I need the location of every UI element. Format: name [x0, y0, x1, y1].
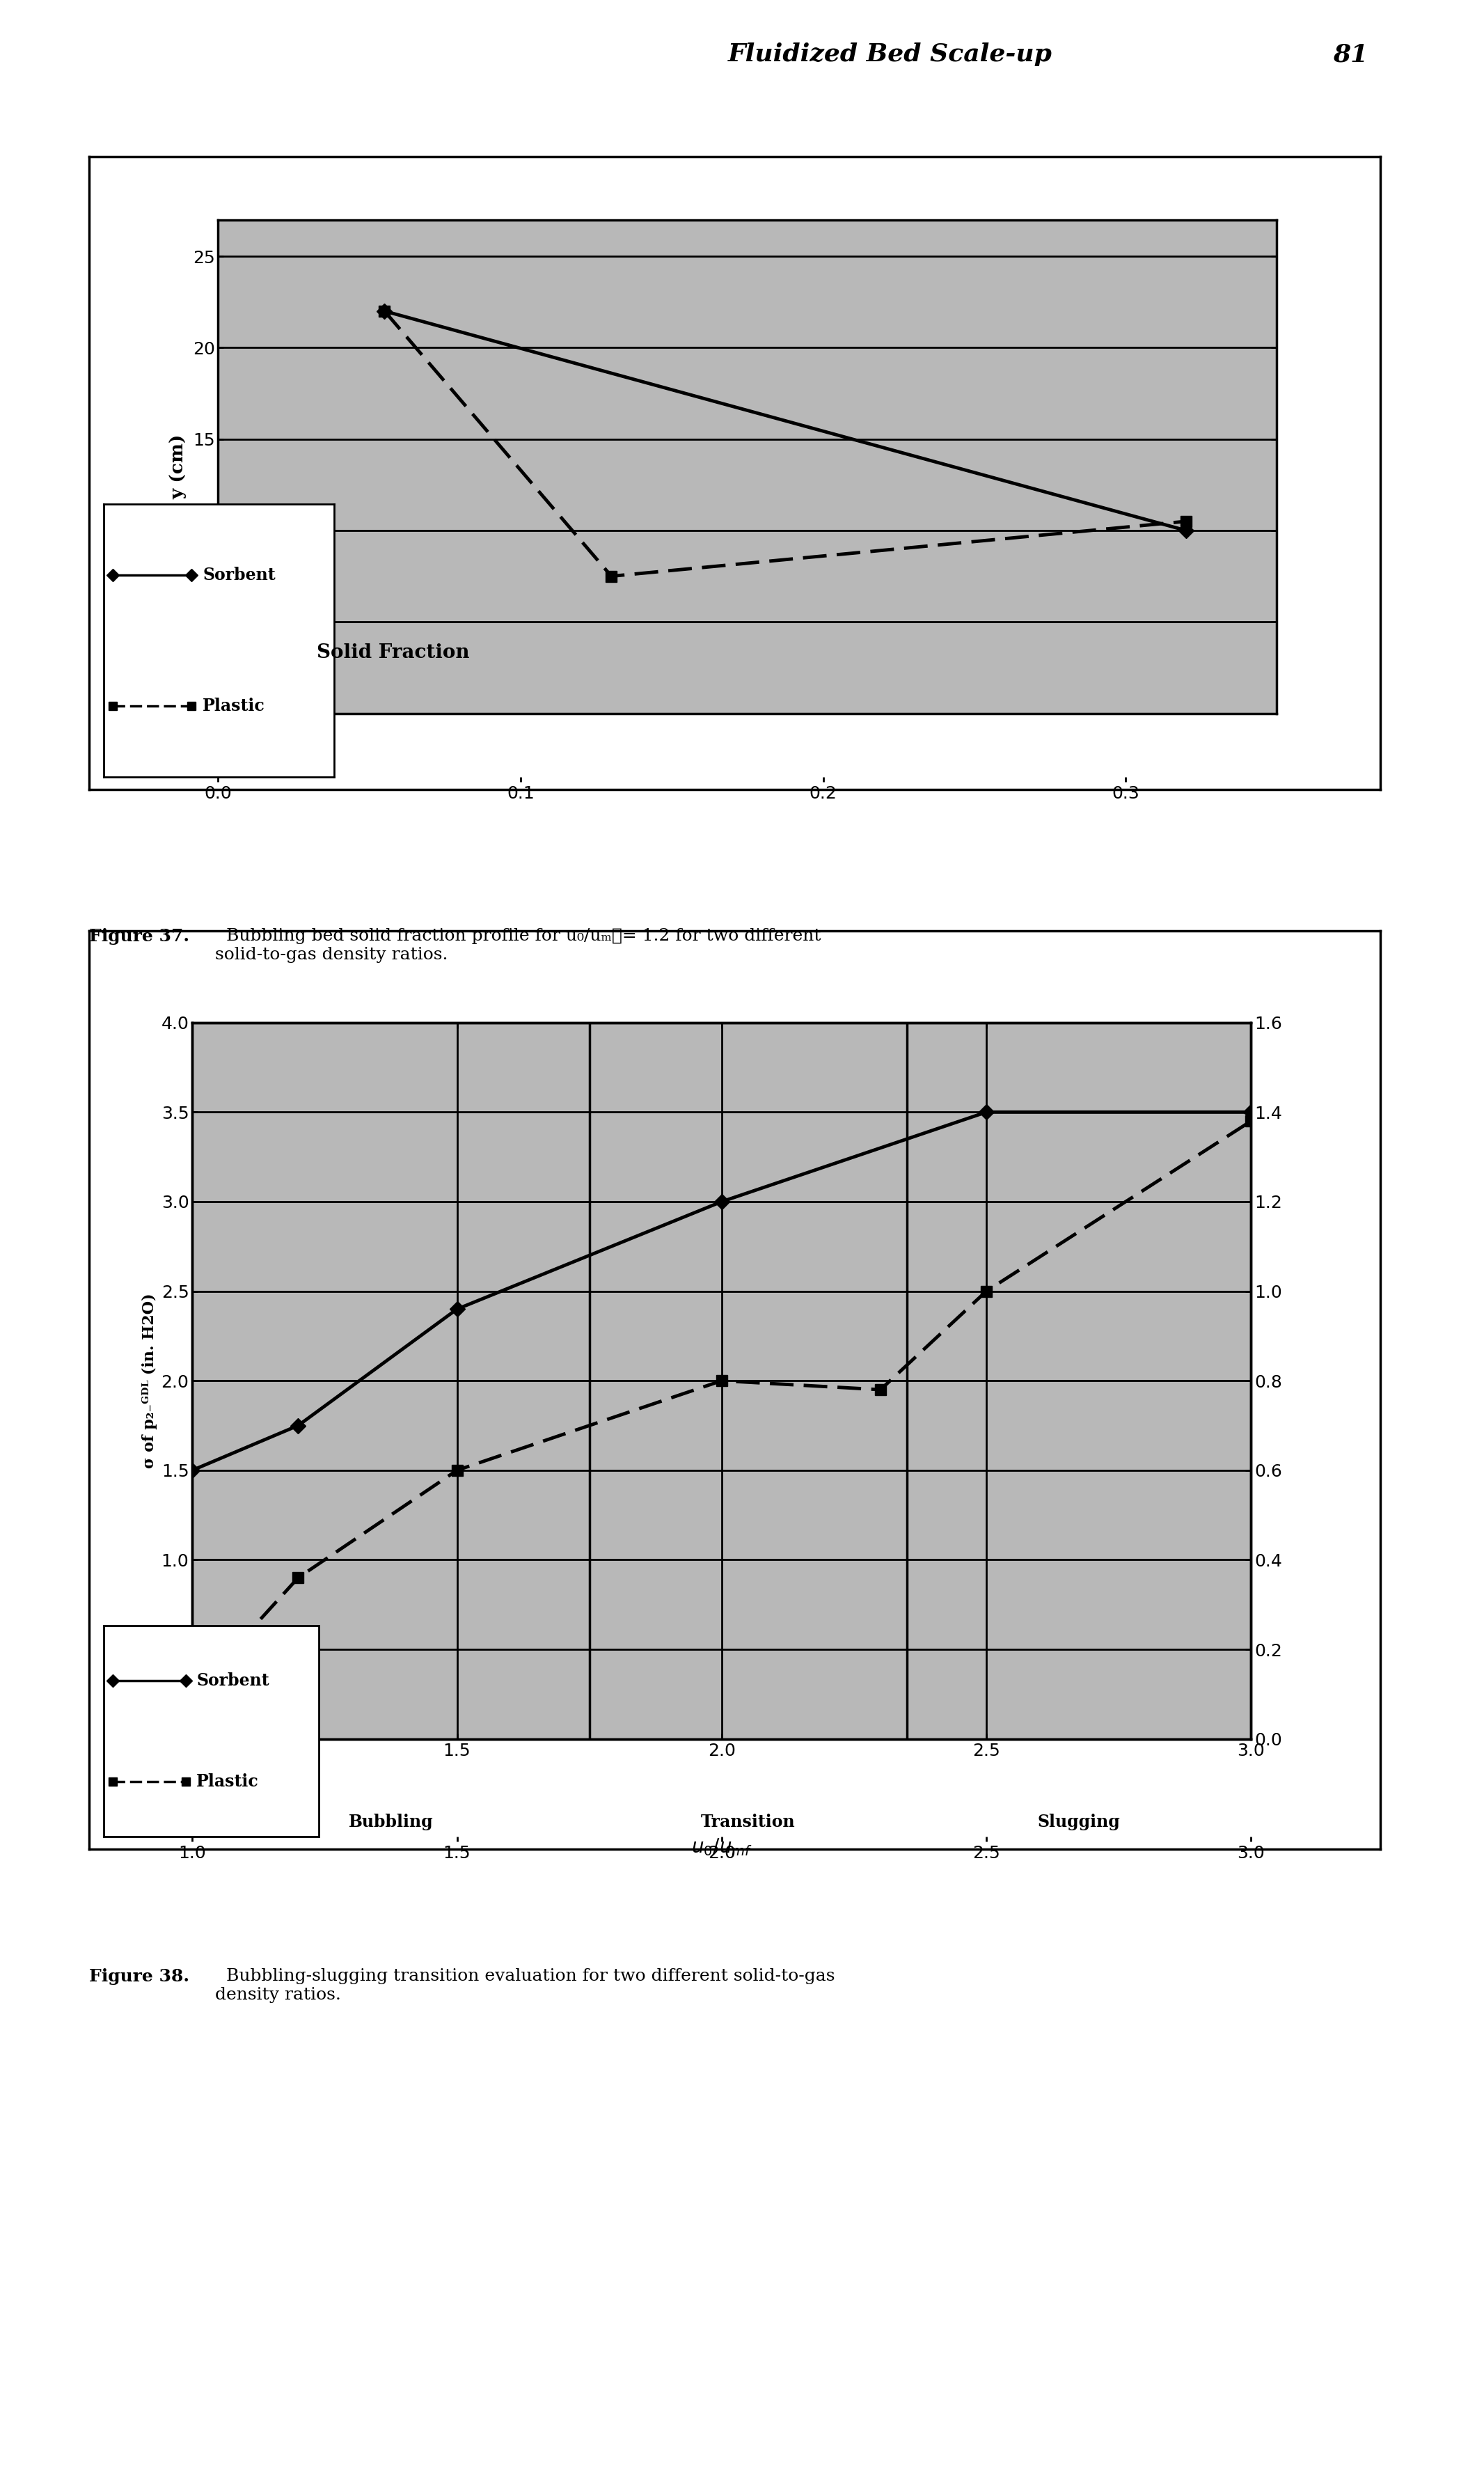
Y-axis label: y (cm): y (cm): [169, 434, 187, 499]
Text: Bubbling: Bubbling: [349, 1814, 433, 1829]
Text: Plastic: Plastic: [196, 1775, 258, 1790]
Text: Solid Fraction: Solid Fraction: [316, 643, 470, 663]
Text: $u_0/u_{mf}$: $u_0/u_{mf}$: [692, 1837, 752, 1857]
Text: Bubbling-slugging transition evaluation for two different solid-to-gas
density r: Bubbling-slugging transition evaluation …: [215, 1968, 835, 2003]
Text: Fluidized Bed Scale-up: Fluidized Bed Scale-up: [729, 42, 1052, 67]
Text: Figure 37.: Figure 37.: [89, 928, 190, 946]
Text: Sorbent: Sorbent: [196, 1673, 269, 1688]
Text: Sorbent: Sorbent: [203, 566, 276, 583]
Text: Bubbling bed solid fraction profile for u₀/uₘ⁦= 1.2 for two different
solid-to-g: Bubbling bed solid fraction profile for …: [215, 928, 821, 963]
Text: Transition: Transition: [700, 1814, 795, 1829]
Text: Plastic: Plastic: [203, 697, 266, 715]
Y-axis label: σ of p₂₋ᴳᴰᴸ (in. H2O): σ of p₂₋ᴳᴰᴸ (in. H2O): [142, 1293, 157, 1469]
Text: 81: 81: [1333, 42, 1368, 67]
Text: Figure 38.: Figure 38.: [89, 1968, 190, 1986]
Text: Slugging: Slugging: [1037, 1814, 1120, 1829]
